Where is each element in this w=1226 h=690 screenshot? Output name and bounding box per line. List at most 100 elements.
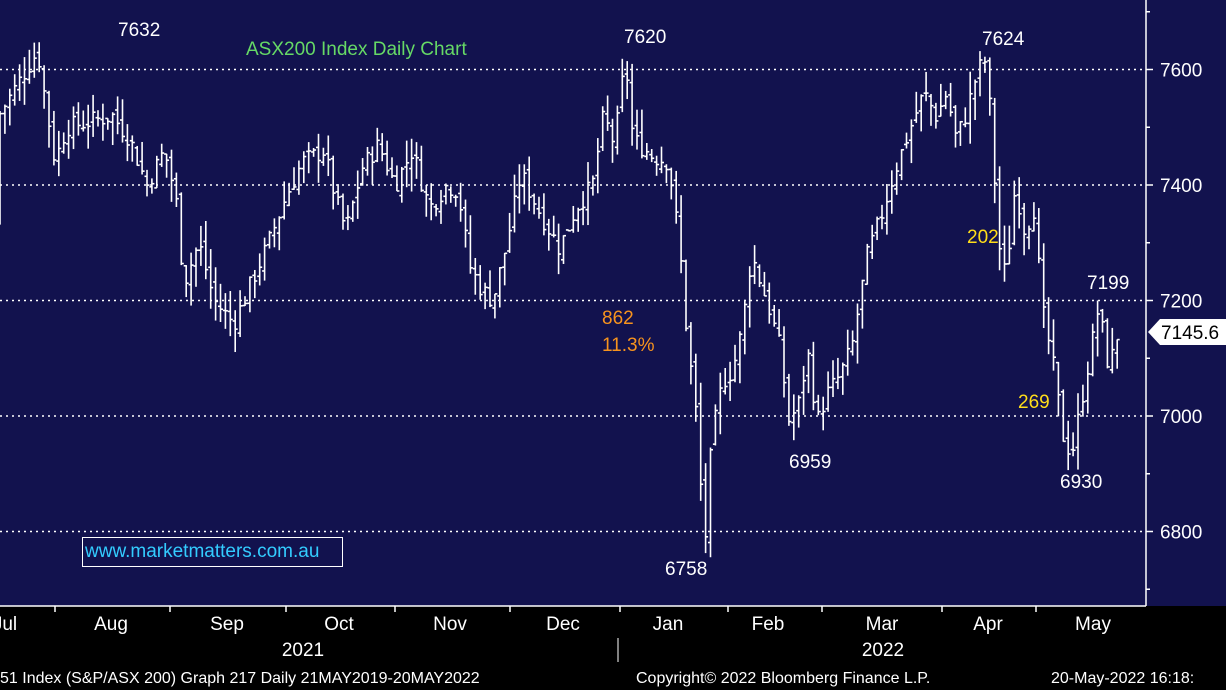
ohlc-bar (624, 61, 630, 100)
ohlc-bar (477, 265, 483, 300)
ohlc-bar (36, 42, 42, 73)
ohlc-bar (850, 330, 856, 356)
ohlc-bar (80, 110, 86, 132)
ohlc-bar (683, 259, 689, 332)
ohlc-bar (776, 309, 782, 337)
ohlc-bar (928, 93, 934, 126)
ohlc-bar (1036, 208, 1042, 264)
ohlc-bar (855, 303, 860, 364)
ohlc-bar (203, 220, 209, 280)
ohlc-bar (379, 133, 385, 162)
ohlc-bar (458, 182, 464, 222)
ohlc-bar (693, 353, 699, 422)
ohlc-bar (262, 237, 268, 281)
ohlc-bar (291, 167, 297, 191)
ohlc-bar (423, 185, 429, 217)
ohlc-bar (987, 57, 993, 116)
ohlc-bar (918, 94, 924, 132)
ohlc-bar (134, 145, 140, 167)
ohlc-bar (992, 97, 998, 204)
ohlc-bar (933, 102, 939, 129)
ohlc-bar (1046, 297, 1052, 355)
ohlc-bar (605, 95, 611, 131)
ohlc-bar (570, 205, 576, 233)
annotation-high-7620: 7620 (624, 27, 666, 48)
annotation-low-6930: 6930 (1060, 472, 1102, 493)
ohlc-bar (565, 229, 571, 232)
ohlc-bar (913, 91, 919, 123)
ohlc-bar (178, 192, 184, 266)
ohlc-bar (365, 146, 370, 176)
ohlc-bar (453, 194, 459, 207)
ohlc-bar (12, 74, 18, 106)
ohlc-bar (742, 299, 748, 355)
ohlc-bar (825, 371, 831, 412)
ohlc-bar (943, 90, 949, 110)
ohlc-bar (85, 104, 91, 149)
chart-title: ASX200 Index Daily Chart (246, 39, 467, 60)
ohlc-bar (169, 149, 174, 202)
ohlc-bar (1002, 225, 1007, 282)
ohlc-bar (1090, 323, 1096, 377)
ohlc-bar (796, 395, 802, 428)
ohlc-bar (1100, 308, 1105, 333)
ohlc-bar (595, 138, 601, 194)
ohlc-bar (399, 166, 405, 203)
y-tick-label-6800: 6800 (1160, 523, 1202, 544)
ohlc-bar (115, 96, 121, 135)
ohlc-bar (325, 135, 331, 177)
ohlc-bar (869, 224, 875, 259)
ohlc-bar (237, 290, 243, 338)
ohlc-bar (183, 264, 189, 298)
ohlc-bar (394, 165, 400, 192)
ohlc-bar (414, 142, 419, 179)
ohlc-bar (610, 118, 615, 163)
ohlc-bar (923, 71, 929, 102)
annotation-high-7624: 7624 (982, 29, 1025, 50)
ohlc-bar (247, 276, 253, 313)
ohlc-bar (257, 253, 263, 286)
ohlc-bar (1060, 389, 1066, 443)
ohlc-bar (815, 394, 821, 416)
grid-lines (0, 68, 1146, 533)
ohlc-bar (698, 382, 704, 501)
ohlc-bar (894, 162, 900, 195)
ohlc-bar (222, 293, 228, 329)
ohlc-bar (663, 164, 669, 184)
ohlc-bar (301, 151, 307, 184)
ohlc-bar (286, 182, 292, 207)
annotation-low-6959: 6959 (789, 452, 831, 473)
ohlc-bar (688, 322, 694, 385)
ohlc-bar (296, 160, 302, 195)
ohlc-bar (717, 372, 723, 435)
ohlc-bar (791, 394, 797, 441)
x-year-label-2021: 2021 (282, 640, 324, 661)
ohlc-bar (502, 252, 508, 286)
ohlc-bar (448, 186, 454, 203)
ohlc-bar (418, 145, 424, 192)
ohlc-bar (948, 82, 954, 117)
ohlc-bar (7, 88, 13, 126)
ohlc-bar (154, 155, 160, 189)
ohlc-bar (242, 296, 248, 307)
ohlc-bar (492, 293, 498, 319)
ohlc-bar (884, 183, 890, 235)
ohlc-bar (46, 90, 52, 148)
ohlc-bar (766, 282, 772, 324)
ohlc-bar (409, 138, 415, 192)
ohlc-bar (463, 199, 468, 248)
ohlc-bar (41, 65, 47, 109)
ohlc-bar (311, 148, 317, 157)
ohlc-bar (629, 63, 635, 146)
ohlc-bar (0, 110, 3, 225)
ohlc-bar (360, 158, 366, 186)
ohlc-bar (1041, 243, 1047, 328)
ohlc-bar (90, 94, 96, 137)
ohlc-bar (404, 140, 410, 188)
watermark-link[interactable]: www.marketmatters.com.au (85, 541, 320, 562)
ohlc-bar (864, 243, 870, 286)
x-tick-label-jan: Jan (653, 614, 684, 635)
ohlc-bar (859, 279, 865, 329)
ohlc-bar (335, 184, 341, 205)
ohlc-bar (874, 216, 880, 241)
